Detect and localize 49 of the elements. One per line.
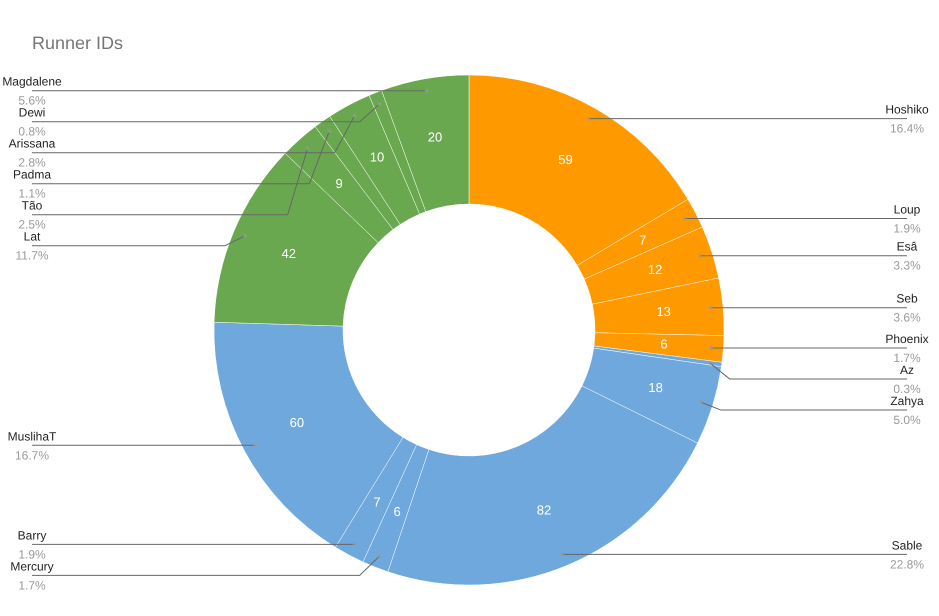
slice-label: Az: [900, 363, 914, 378]
text: 0.3%: [893, 382, 921, 396]
text: 16.4%: [890, 122, 924, 136]
text: 0.8%: [18, 124, 46, 139]
slice-label: MuslihaT: [8, 429, 58, 444]
text: 16.7%: [14, 448, 50, 462]
slice-label: Loup: [894, 202, 921, 216]
slice-label: Dewi: [18, 106, 46, 120]
slice-label: Tão: [22, 198, 43, 213]
text: 1.9%: [893, 221, 921, 236]
data-label: 42: [282, 246, 296, 262]
slice-label: Esâ: [896, 240, 918, 254]
slice-label: Magdalene: [2, 74, 62, 89]
text: 5.0%: [893, 413, 921, 428]
text: 1.1%: [18, 186, 46, 201]
text: 3.3%: [893, 258, 921, 273]
slice-label: Lat: [24, 230, 42, 244]
slice-label: Phoenix: [885, 332, 929, 346]
slice-label: Arissana: [8, 136, 56, 151]
data-label: 13: [656, 304, 671, 320]
chart-title: Runner IDs: [32, 33, 124, 53]
text: 1.7%: [18, 578, 46, 592]
text: 1.9%: [18, 547, 46, 562]
text: 2.5%: [18, 218, 46, 232]
slice-label: Seb: [896, 292, 918, 306]
text: 22.8%: [890, 557, 924, 572]
data-label: 59: [558, 152, 573, 167]
text: 1.7%: [893, 351, 921, 366]
slice-label: Padma: [12, 168, 52, 182]
text: 11.7%: [15, 248, 49, 263]
text: 5.6%: [18, 94, 46, 108]
slice-label: Sable: [892, 538, 923, 552]
text: 3.6%: [893, 310, 921, 325]
data-label: 7: [639, 232, 646, 248]
slice-label: Hoshiko: [885, 102, 929, 117]
data-label: 60: [290, 414, 304, 430]
data-label: 6: [394, 504, 401, 519]
slice-label: Mercury: [10, 559, 54, 574]
data-label: 12: [648, 262, 662, 278]
data-label: 9: [336, 176, 343, 191]
data-label: 20: [428, 129, 442, 144]
data-label: 7: [373, 494, 381, 510]
slice-label: Zahya: [890, 394, 924, 408]
text: 2.8%: [18, 156, 46, 170]
data-label: 6: [660, 336, 668, 352]
slice-label: Barry: [18, 528, 46, 542]
data-label: 18: [648, 380, 663, 396]
data-label: 82: [536, 502, 552, 518]
data-label: 10: [370, 150, 384, 165]
